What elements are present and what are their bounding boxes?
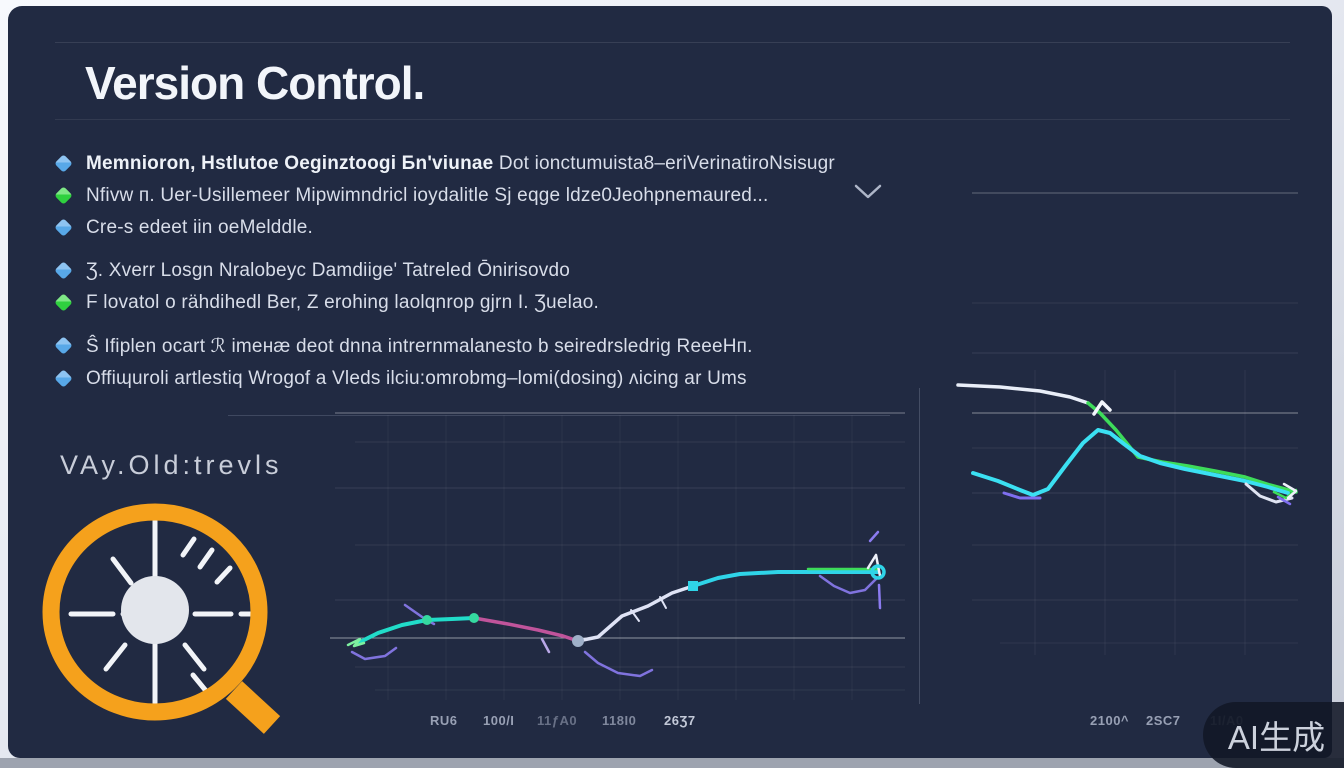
bullet-text: Ŝ Ifiplen ocart ℛ imeнæ deot dnna intrer… [86,336,753,357]
frame-bottom-strip [0,758,1344,768]
diamond-bullet-icon [54,186,73,205]
top-divider [55,42,1290,43]
line-chart-svg [956,192,1298,655]
diamond-bullet-icon [54,218,73,237]
watermark-text: AI生成 [1227,719,1326,756]
list-item: F lovatol o rähdihedl Ber, Z erohing lao… [54,292,895,314]
magnifier-ring [42,503,268,721]
chevron-down-icon[interactable] [853,182,883,202]
diamond-bullet-icon [54,293,73,312]
list-item: Memnioron, Hstlutoe Oeginztoogi Бn'viuna… [54,153,895,175]
ai-generated-watermark-badge: AI生成 [1203,702,1344,768]
bullet-text: Cre-s edeet iin oeMelddle. [86,217,313,238]
x-axis-tick: 2SC7 [1146,713,1181,728]
diamond-bullet-icon [54,261,73,280]
x-axis-tick: 26Ʒ7 [664,713,696,728]
title-divider [55,119,1290,120]
bullet-text: Nfivw п. Uer-Usillemeer Mipwimndricl ioy… [86,185,769,206]
magnifier-sunburst-icon [33,497,283,734]
magnifier-handle [225,681,281,734]
diamond-bullet-icon [54,369,73,388]
list-item: Nfivw п. Uer-Usillemeer Mipwimndricl ioy… [54,185,895,207]
line-chart-svg [330,412,905,700]
subtitle-text: VAy.Old:trevls [60,450,283,480]
right-decline-chart [940,185,1330,705]
diamond-bullet-icon [54,154,73,173]
bullet-text: Ʒ. Xverr Losgn Nralobeyc Damdiige' Tatre… [86,260,571,281]
x-axis-tick: RU6 [430,713,458,728]
bullet-text: F lovatol o rähdihedl Ber, Z erohing lao… [86,292,600,313]
list-item: Ŝ Ifiplen ocart ℛ imeнæ deot dnna intrer… [54,335,895,358]
bullet-text: Memnioron, Hstlutoe Oeginztoogi Бn'viuna… [86,153,835,174]
list-item: Cre-s edeet iin oeMelddle. [54,217,895,239]
x-axis-tick: 118I0 [602,713,637,728]
list-item: Offiɰuroli artlestiq Wrogof a Vleds ilci… [54,368,895,390]
x-axis-tick: 100/I [483,713,515,728]
page-title: Version Control. [85,57,425,109]
diamond-bullet-icon [54,336,73,355]
chart-vertical-divider [919,388,920,704]
section-divider [228,415,890,416]
bullet-text: Offiɰuroli artlestiq Wrogof a Vleds ilci… [86,368,747,389]
list-item: Ʒ. Xverr Losgn Nralobeyc Damdiige' Tatre… [54,260,895,282]
magnifier-hub [121,576,189,644]
bullet-list: Memnioron, Hstlutoe Oeginztoogi Бn'viuna… [54,153,895,390]
x-axis-tick: 2100^ [1090,713,1130,728]
main-trend-chart [330,400,910,710]
slide: Version Control. Memnioron, Hstlutoe Oeg… [8,6,1332,758]
x-axis-tick: 11ƒA0 [537,713,578,728]
